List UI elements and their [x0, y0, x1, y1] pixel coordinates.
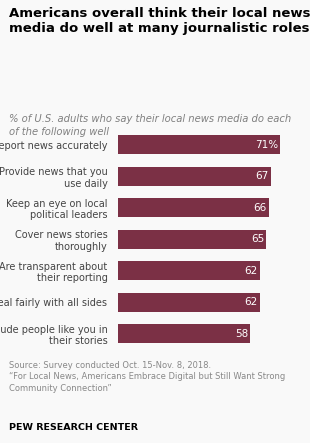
Text: 62: 62 — [244, 297, 257, 307]
Text: Americans overall think their local news
media do well at many journalistic role: Americans overall think their local news… — [9, 7, 310, 35]
Text: “For Local News, Americans Embrace Digital but Still Want Strong
Community Conne: “For Local News, Americans Embrace Digit… — [9, 372, 286, 392]
Text: 71%: 71% — [255, 140, 278, 150]
Text: % of U.S. adults who say their local news media do each
of the following well: % of U.S. adults who say their local new… — [9, 114, 291, 137]
Text: 62: 62 — [244, 266, 257, 276]
Text: Source: Survey conducted Oct. 15-Nov. 8, 2018.: Source: Survey conducted Oct. 15-Nov. 8,… — [9, 361, 211, 370]
Bar — [118, 324, 250, 343]
Bar — [118, 135, 280, 154]
Bar — [118, 293, 259, 312]
Text: 66: 66 — [253, 202, 266, 213]
Text: 65: 65 — [251, 234, 264, 244]
Bar — [118, 167, 271, 186]
Text: PEW RESEARCH CENTER: PEW RESEARCH CENTER — [9, 423, 138, 432]
Text: 58: 58 — [235, 329, 248, 339]
Bar — [118, 198, 269, 217]
Bar — [118, 230, 266, 249]
Bar — [118, 261, 259, 280]
Text: 67: 67 — [255, 171, 269, 181]
